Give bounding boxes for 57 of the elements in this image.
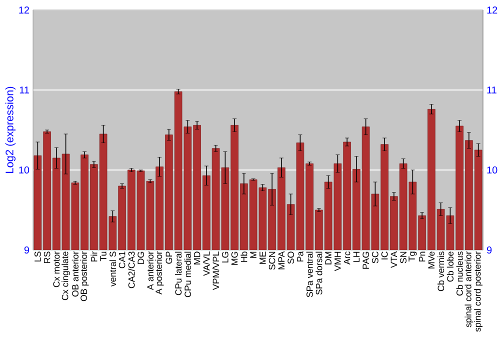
x-tick-label: CA2/CA3	[128, 252, 135, 288]
x-tick-label: SCN	[268, 252, 276, 270]
x-tick-label: DM	[325, 252, 332, 264]
x-tick-label: DG	[138, 252, 144, 264]
x-tick-label: MD	[194, 252, 200, 264]
y2-tick-label: 12	[487, 6, 498, 14]
x-tick-label: MG	[231, 252, 238, 265]
x-tick-label: Pa	[297, 251, 304, 262]
y-tick-label: 12	[19, 6, 29, 14]
x-tick-label: SO	[288, 252, 294, 264]
x-tick-label: VPM/VPL	[212, 251, 220, 290]
x-tick-label: LS	[34, 252, 41, 262]
x-tick-label: Pir	[90, 251, 98, 262]
x-tick-label: SPa dorsal	[316, 252, 322, 295]
x-tick-label: Cb vermis	[438, 252, 444, 292]
x-tick-label: PAG	[362, 252, 369, 269]
x-tick-label: Pn	[418, 252, 426, 262]
x-tick-label: MVe	[428, 252, 435, 268]
x-tick-label: LG	[222, 252, 228, 262]
x-tick-label: Cx motor	[53, 251, 60, 288]
y2-tick-label: 11	[487, 86, 496, 94]
x-tick-label: Tu	[100, 252, 106, 262]
x-tick-label: ventral S	[109, 252, 116, 287]
x-tick-label: CPu lateral	[175, 252, 182, 296]
x-tick-label: CA1	[118, 252, 126, 268]
x-tick-label: LH	[353, 252, 360, 262]
x-tick-label: SN	[400, 252, 406, 264]
x-tick-label: ME	[260, 252, 266, 264]
x-tick-label: RS	[44, 252, 50, 263]
y2-tick-label: 10	[487, 166, 498, 174]
x-tick-label: Arc	[344, 251, 350, 265]
y2-tick-label: 9	[487, 246, 492, 254]
x-tick-label: MPA	[278, 251, 285, 270]
y-tick-label: 11	[20, 86, 29, 94]
x-tick-label: A anterior	[146, 251, 154, 290]
y-tick-label: 10	[19, 166, 30, 174]
x-tick-label: M	[250, 252, 256, 258]
x-tick-label: SPa ventral	[306, 252, 313, 298]
x-tick-label: OB anterior	[72, 251, 78, 297]
x-tick-label: Hb	[240, 252, 248, 262]
x-tick-label: Tg	[408, 252, 417, 262]
x-tick-label: spinal cord anterior	[464, 251, 474, 328]
x-tick-label: Cb nucleus	[456, 252, 463, 296]
x-tick-label: CPu medial	[184, 252, 191, 298]
x-tick-label: IC	[381, 252, 388, 260]
x-tick-label: GP	[166, 252, 172, 264]
x-tick-label: OB posterior	[80, 251, 89, 302]
x-tick-label: SC	[372, 252, 378, 264]
x-tick-label: Cx cingulate	[62, 252, 70, 300]
x-tick-label: VTA	[390, 251, 398, 268]
y-axis-title: Log2 (expression)	[5, 86, 16, 173]
x-tick-label: VMH	[334, 252, 341, 272]
y-tick-label: 9	[24, 246, 30, 254]
x-tick-label: A posterior	[155, 251, 164, 295]
x-tick-label: spinal cord posterior	[474, 251, 482, 332]
x-tick-label: VA/VL	[203, 251, 210, 276]
x-tick-label: Cb lobe	[446, 252, 454, 282]
